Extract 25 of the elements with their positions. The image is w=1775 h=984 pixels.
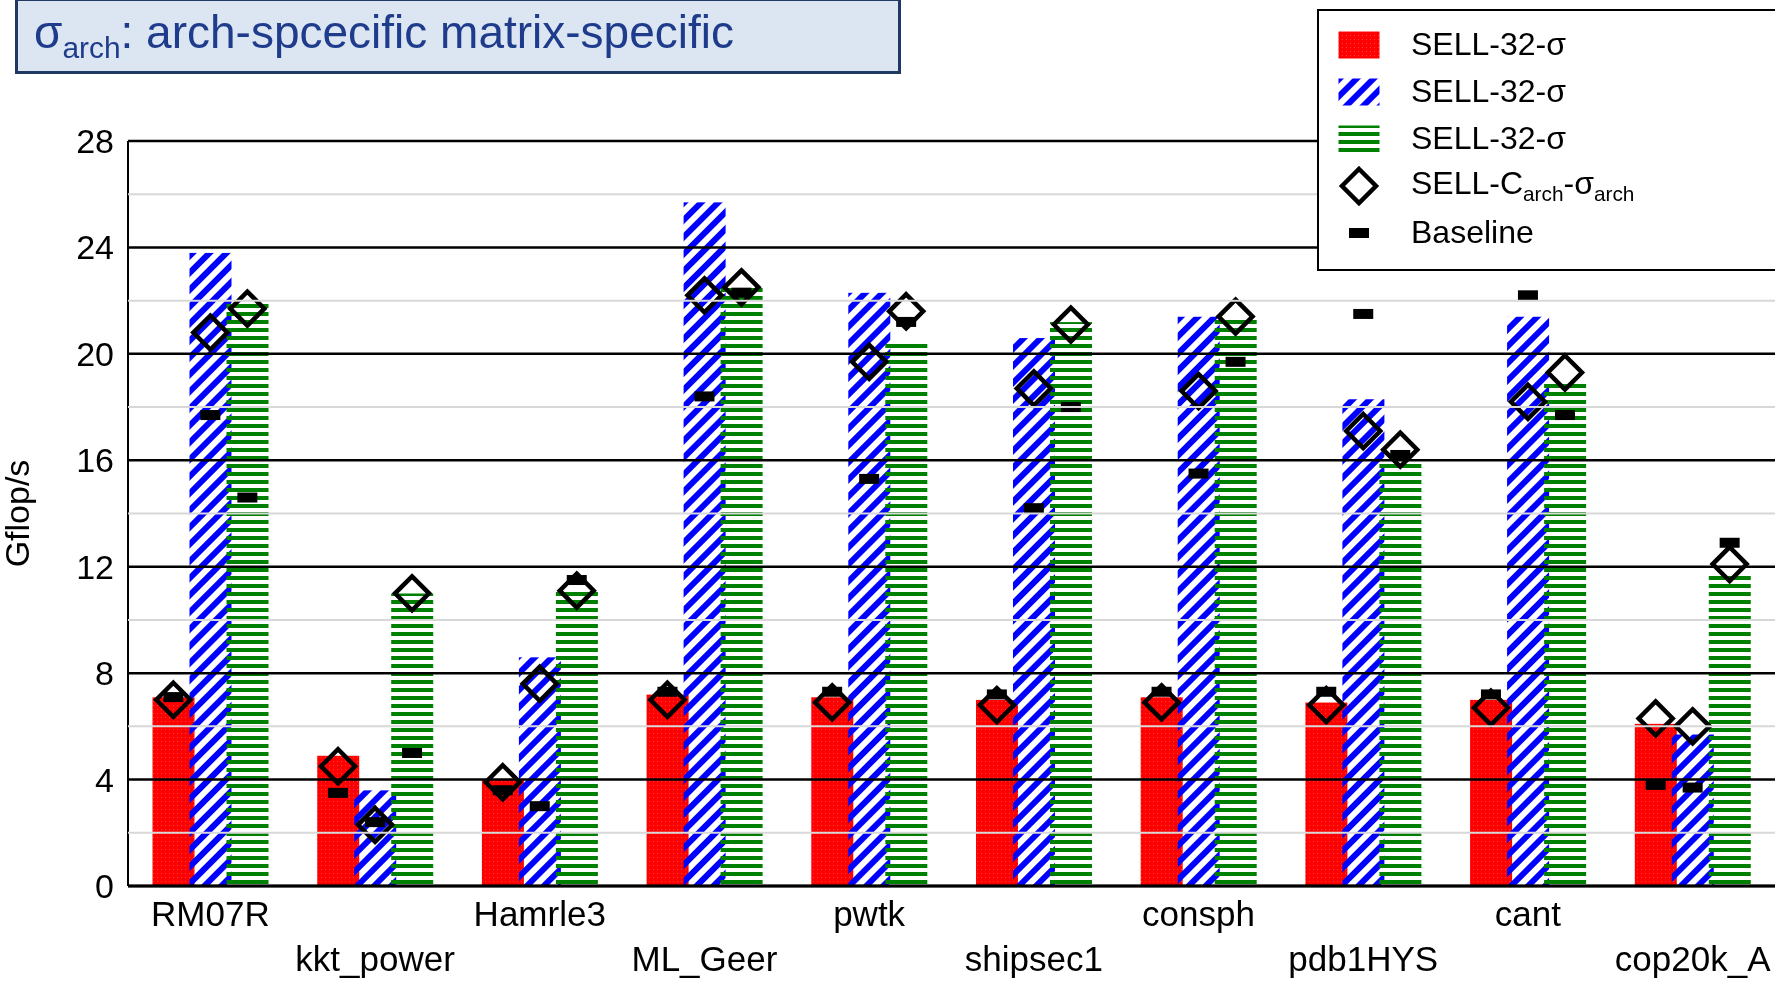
legend-label: SELL-32-σ: [1411, 26, 1566, 62]
y-tick-label: 20: [76, 334, 114, 373]
x-tick-label: pwtk: [833, 894, 906, 933]
chart-title: σ$_{arch}$: arch-spcecific matrix-specific: [34, 6, 734, 65]
x-tick-label: shipsec1: [964, 939, 1103, 978]
x-tick-label: pdb1HYS: [1288, 939, 1439, 978]
x-tick-label: cant: [1494, 894, 1562, 933]
x-tick-label: Hamrle3: [473, 894, 606, 933]
x-tick-label: cop20k_A: [1614, 939, 1772, 978]
y-tick-label: 8: [95, 654, 114, 693]
legend-label: SELL-32-σ: [1411, 120, 1566, 156]
x-tick-label: kkt_power: [295, 939, 456, 978]
y-tick-label: 28: [76, 122, 114, 160]
x-tick-label: ML_Geer: [631, 939, 778, 978]
legend-label: SELL-C$_{arch}$-σ$_{arch}$: [1411, 164, 1635, 206]
y-tick-label: 0: [95, 867, 114, 905]
x-tick-label: RM07R: [151, 894, 270, 933]
y-tick-label: 24: [76, 228, 114, 267]
y-tick-label: 4: [95, 760, 114, 799]
y-axis-title: Gflop/s: [0, 459, 37, 568]
y-tick-label: 16: [76, 441, 114, 480]
x-tick-label: consph: [1142, 894, 1255, 933]
y-tick-label: 12: [76, 547, 114, 586]
legend-label: SELL-32-σ: [1411, 73, 1566, 109]
legend-label: Baseline: [1411, 214, 1534, 250]
